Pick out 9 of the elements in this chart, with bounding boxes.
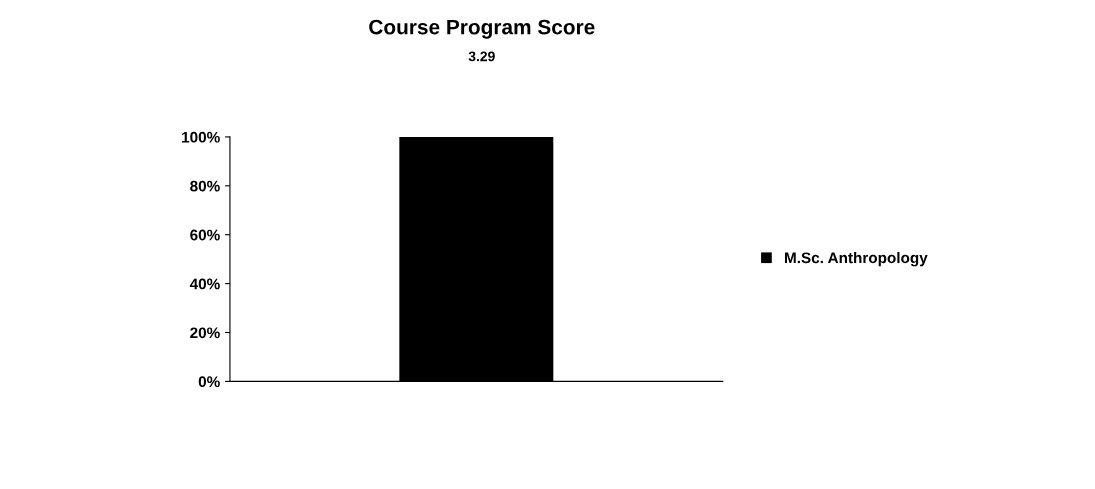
chart-subtitle: 3.29 — [468, 51, 495, 62]
y-tick-label: 0% — [198, 376, 220, 388]
y-tick-label: 80% — [190, 180, 220, 192]
y-tick-label: 40% — [189, 278, 220, 290]
y-tick-label: 100% — [182, 131, 220, 143]
y-tick-label: 20% — [190, 327, 220, 339]
chart-title: Course Program Score — [369, 19, 595, 39]
y-tick-label: 60% — [190, 229, 220, 241]
legend-label: M.Sc. Anthropology — [785, 252, 928, 267]
